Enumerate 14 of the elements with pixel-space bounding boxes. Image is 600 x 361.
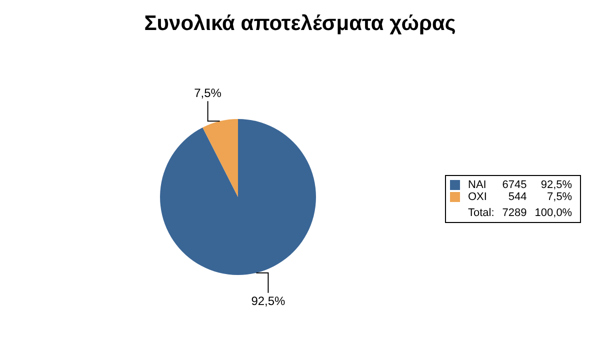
text: 92,5% xyxy=(540,179,572,191)
text: 7,5% xyxy=(547,191,572,203)
text: 100,0% xyxy=(534,206,574,219)
legend-label: OXI xyxy=(467,191,488,203)
data-label: 7,5% xyxy=(194,86,222,100)
data-label: 92,5% xyxy=(251,294,286,308)
text: Total: xyxy=(467,206,496,219)
pie-slice xyxy=(160,119,316,275)
chart-title: Συνολικά αποτελέσματα χώρας xyxy=(143,12,457,36)
text: 544 xyxy=(507,191,528,203)
legend-label: NAI xyxy=(467,179,488,191)
pie-slice xyxy=(202,119,238,197)
text: 7289 xyxy=(501,206,528,219)
text: 6745 xyxy=(501,179,528,191)
